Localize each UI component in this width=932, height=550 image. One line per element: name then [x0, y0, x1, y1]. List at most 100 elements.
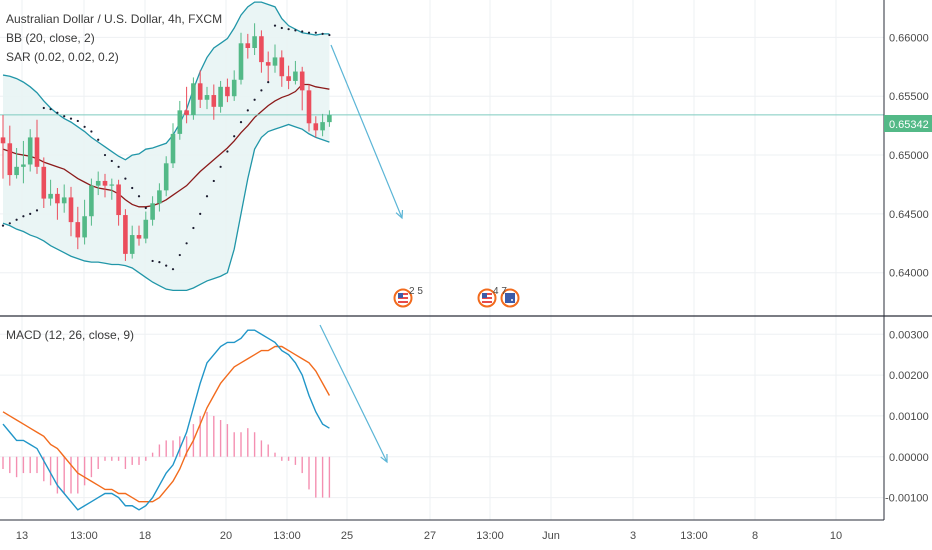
macd-tick-label: 0.00000	[889, 452, 929, 464]
economic-event-marker[interactable]: 4 7	[477, 286, 520, 308]
candle[interactable]	[143, 211, 149, 244]
candle[interactable]	[41, 157, 47, 208]
sar-dot	[239, 121, 243, 124]
sar-dot	[219, 165, 222, 168]
candle[interactable]	[89, 178, 94, 226]
candle[interactable]	[238, 32, 244, 85]
last-price-label: 0.65342	[889, 119, 929, 131]
candles[interactable]	[0, 23, 332, 261]
candle[interactable]	[102, 173, 108, 198]
time-axis[interactable]: 13 13:00 18 20 13:00 25 27 13:00 Jun 3 13:00 8 10	[16, 530, 842, 542]
forecast-arrows[interactable]	[319, 44, 404, 464]
price-axis[interactable]: 0.66000 0.65500 0.65000 0.64500 0.64000	[889, 32, 929, 279]
candle[interactable]	[14, 148, 19, 179]
candle[interactable]	[299, 66, 305, 111]
time-tick-label: 13	[16, 530, 28, 542]
candle[interactable]	[95, 171, 101, 196]
candle[interactable]	[150, 196, 155, 226]
candle[interactable]	[7, 125, 13, 186]
candle[interactable]	[21, 140, 26, 184]
candle[interactable]	[204, 86, 210, 110]
sar-dot	[178, 253, 181, 257]
macd-legend[interactable]: MACD (12, 26, close, 9)	[6, 328, 134, 342]
sar-dot	[307, 31, 311, 34]
candle[interactable]	[55, 188, 60, 220]
sar-dot	[267, 81, 270, 84]
candle[interactable]	[265, 51, 271, 81]
candle[interactable]	[61, 184, 67, 213]
sar-dot	[144, 206, 147, 210]
candle[interactable]	[320, 113, 325, 137]
candle[interactable]	[211, 84, 217, 120]
candle[interactable]	[82, 199, 87, 245]
candle[interactable]	[136, 225, 142, 246]
sar-dot	[97, 138, 100, 141]
sar-dot	[117, 165, 120, 168]
candle[interactable]	[123, 209, 128, 261]
candle[interactable]	[34, 119, 40, 174]
macd-tick-label: 0.00100	[889, 411, 929, 423]
sar-dot	[29, 212, 32, 215]
macd-tick-label: 0.00200	[889, 370, 929, 382]
candle[interactable]	[197, 70, 203, 108]
candle[interactable]	[225, 78, 230, 103]
event-marker-label: 4 7	[493, 286, 507, 297]
sar-dot	[280, 26, 283, 30]
candle[interactable]	[231, 70, 237, 101]
time-tick-label: 13:00	[70, 530, 98, 542]
candle[interactable]	[293, 60, 298, 85]
time-tick-label: 27	[424, 530, 436, 542]
macd-tick-label: 0.00300	[889, 329, 929, 341]
sar-dot	[287, 28, 290, 31]
macd-forecast-arrow[interactable]	[319, 324, 388, 464]
sar-dot	[314, 31, 317, 34]
price-tick-label: 0.64000	[889, 268, 929, 280]
candle[interactable]	[177, 100, 183, 140]
candle[interactable]	[245, 33, 251, 59]
event-markers[interactable]: 2 5 4 7	[393, 286, 520, 308]
sar-dot	[83, 125, 86, 128]
indicator-sar-legend[interactable]: SAR (0.02, 0.02, 0.2)	[6, 50, 119, 64]
bb-upper-line	[2, 1, 330, 161]
sar-dot	[301, 30, 304, 33]
indicator-bb-legend[interactable]: BB (20, close, 2)	[6, 31, 95, 45]
candle[interactable]	[218, 80, 223, 113]
candle[interactable]	[191, 77, 196, 120]
candle[interactable]	[286, 65, 291, 90]
sar-dot	[110, 159, 113, 163]
candle[interactable]	[252, 23, 257, 56]
candle[interactable]	[27, 129, 33, 172]
candle[interactable]	[109, 178, 115, 200]
sar-dot	[49, 108, 52, 111]
price-tick-label: 0.64500	[889, 209, 929, 221]
candle[interactable]	[327, 110, 332, 127]
candle[interactable]	[68, 186, 74, 237]
economic-event-marker[interactable]: 2 5	[393, 286, 424, 308]
candle[interactable]	[259, 30, 264, 73]
sar-dot	[226, 150, 229, 153]
candle[interactable]	[313, 116, 319, 138]
candle[interactable]	[306, 84, 312, 132]
sar-dot	[246, 109, 249, 112]
candle[interactable]	[75, 206, 81, 250]
sar-dot	[131, 186, 134, 190]
candle[interactable]	[184, 86, 189, 124]
time-tick-label: 18	[139, 530, 151, 542]
time-tick-label: 13:00	[476, 530, 504, 542]
candle[interactable]	[116, 179, 121, 226]
candle[interactable]	[272, 44, 278, 73]
sar-dot	[158, 261, 161, 264]
price-tick-label: 0.65500	[889, 91, 929, 103]
candle[interactable]	[170, 123, 176, 168]
candle[interactable]	[163, 156, 169, 197]
candle[interactable]	[0, 115, 6, 179]
candle[interactable]	[129, 225, 135, 259]
macd-axis[interactable]: 0.00300 0.00200 0.00100 0.00000 -0.00100	[885, 329, 929, 504]
candle[interactable]	[48, 179, 53, 206]
sar-dot	[233, 135, 236, 138]
candle[interactable]	[279, 50, 285, 87]
candle[interactable]	[157, 183, 162, 212]
price-forecast-arrow[interactable]	[330, 44, 404, 220]
sar-dot	[63, 115, 66, 118]
